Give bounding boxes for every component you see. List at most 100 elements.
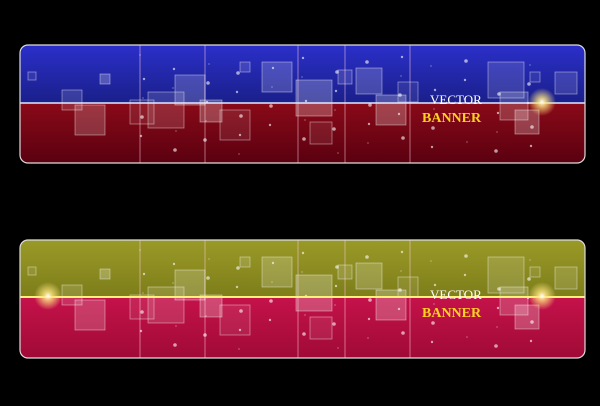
sparkle [337, 347, 339, 349]
sparkle [302, 137, 306, 141]
sparkle [334, 304, 336, 306]
sparkle [175, 325, 177, 327]
sparkle [268, 318, 272, 322]
square [487, 61, 525, 99]
sparkle [337, 152, 339, 154]
sparkle [140, 310, 144, 314]
square [375, 289, 407, 321]
square [239, 61, 251, 73]
sparkle [206, 276, 210, 280]
banner-bottom [20, 103, 585, 163]
sparkle [304, 119, 306, 121]
square [61, 89, 83, 111]
sparkle [368, 103, 372, 107]
square [74, 299, 106, 331]
square [219, 304, 251, 336]
sparkle [238, 133, 242, 137]
sparkle [334, 284, 338, 288]
banner-bottom [20, 298, 585, 358]
banner-top [20, 240, 585, 298]
sparkle [400, 270, 402, 272]
sparkle [398, 288, 402, 292]
sparkle [205, 315, 207, 317]
square [147, 286, 185, 324]
sparkle [365, 255, 369, 259]
sparkle [304, 314, 306, 316]
sparkle [238, 348, 240, 350]
sparkle [494, 344, 498, 348]
square [239, 256, 251, 268]
sparkle [239, 309, 243, 313]
sparkle [203, 138, 207, 142]
sparkle [142, 77, 146, 81]
sparkle [301, 251, 305, 255]
square [99, 73, 111, 85]
banner-top [20, 45, 585, 103]
sparkle [530, 125, 534, 129]
sparkle [269, 299, 273, 303]
sparkle [400, 55, 404, 59]
sparkle [172, 262, 176, 266]
sparkle [208, 63, 210, 65]
sparkle [433, 283, 437, 287]
sparkle [236, 266, 240, 270]
sparkle [139, 249, 141, 251]
sparkle [203, 333, 207, 337]
banner [20, 45, 585, 163]
sparkle [463, 98, 465, 100]
sparkle [235, 90, 239, 94]
sparkle [431, 321, 435, 325]
sparkle [463, 273, 467, 277]
square [261, 256, 293, 288]
square [309, 121, 333, 145]
sparkle [400, 250, 404, 254]
sparkle [494, 149, 498, 153]
sparkle [332, 322, 336, 326]
sparkle [367, 317, 371, 321]
square [219, 109, 251, 141]
sparkle [271, 281, 273, 283]
sparkle [206, 81, 210, 85]
sparkle [271, 86, 273, 88]
square [199, 294, 223, 318]
sparkle [466, 336, 468, 338]
sparkle [302, 332, 306, 336]
sparkle [142, 292, 144, 294]
banner-line1: VECTOR [430, 92, 482, 107]
square [27, 71, 37, 81]
sparkle [208, 258, 210, 260]
square [309, 316, 333, 340]
banner-line2: BANNER [422, 111, 482, 126]
sparkle [142, 97, 144, 99]
sparkle [335, 265, 339, 269]
decoration [27, 45, 578, 163]
square [529, 71, 541, 83]
sparkle [496, 111, 500, 115]
sparkle [172, 67, 176, 71]
sparkle [430, 145, 434, 149]
sparkle [497, 92, 501, 96]
sparkle [235, 285, 239, 289]
sparkle [334, 109, 336, 111]
sparkle [466, 141, 468, 143]
square [375, 94, 407, 126]
banner-border [19, 239, 586, 359]
sparkle [430, 260, 432, 262]
square [295, 274, 333, 312]
sparkle [367, 337, 369, 339]
square [397, 276, 419, 298]
square [554, 266, 578, 290]
sparkle [529, 144, 533, 148]
decoration [27, 240, 578, 358]
square [129, 99, 155, 125]
sparkle [398, 93, 402, 97]
sparkle [334, 89, 338, 93]
square [355, 67, 383, 95]
square [261, 61, 293, 93]
sparkle [268, 123, 272, 127]
sparkle [335, 70, 339, 74]
sparkle [367, 142, 369, 144]
sparkle [496, 131, 498, 133]
square [499, 91, 529, 121]
